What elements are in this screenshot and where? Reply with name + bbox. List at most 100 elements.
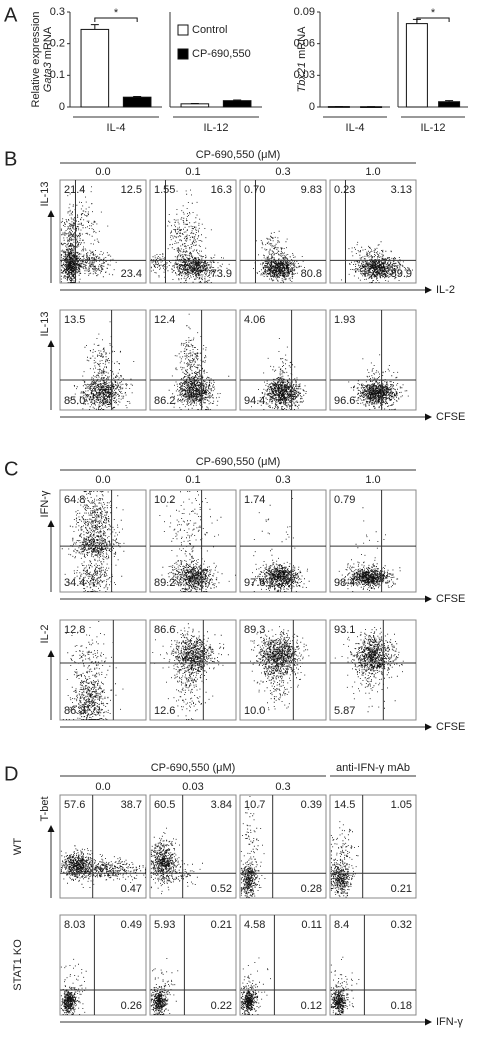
quadrant-percent: 98.4 [334,577,355,589]
column-label: 0.0 [95,166,110,178]
x-axis-label: IL-2 [436,284,455,296]
error-bar [90,24,99,30]
quadrant-percent: 12.5 [121,184,142,196]
quadrant-percent: 8.03 [64,919,85,931]
dot-cloud [334,627,404,713]
gene-name: Gata3 [42,61,54,92]
y-tick-label: 0.3 [50,6,65,18]
x-tick-label: IL-12 [203,122,228,134]
column-label: 0.1 [185,474,200,486]
header: CP-690,550 (μM) [196,456,281,468]
legend-label: Control [192,24,227,36]
y-axis-label: IL-13 [39,311,51,336]
quadrant-percent: 0.21 [211,919,232,931]
significance-mark: * [114,7,119,19]
bar [405,23,428,108]
quadrant-percent: 3.13 [391,184,412,196]
dot-cloud [240,796,266,898]
quadrant-percent: 0.12 [301,1000,322,1012]
quadrant-percent: 89.3 [244,624,265,636]
x-tick-label: IL-12 [420,122,445,134]
x-axis-label: CFSE [436,593,465,605]
y-axis-label: IFN-γ [39,490,51,517]
quadrant-percent: 5.93 [154,919,175,931]
quadrant-percent: 57.6 [64,799,85,811]
quadrant-percent: 5.87 [334,705,355,717]
dot-cloud [152,623,229,720]
quadrant-percent: 4.06 [244,314,265,326]
gene-name: Tbx21 [296,62,308,93]
quadrant-percent: 14.5 [334,799,355,811]
quadrant-percent: 21.4 [64,184,85,196]
dot-cloud [251,498,310,592]
dot-cloud [168,313,230,410]
dot-cloud [150,958,179,1015]
plot-frame [149,914,237,1016]
significance-bracket [416,17,450,22]
panel-letter: D [4,763,18,785]
x-tick-label: IL-4 [107,122,126,134]
arrow-head [47,825,55,832]
header: CP-690,550 (μM) [196,149,281,161]
arrow-head [425,1018,432,1026]
quadrant-percent: 60.5 [154,799,175,811]
error-bar [233,99,242,101]
quadrant-percent: 85.0 [64,395,85,407]
x-tick-label: IL-4 [346,122,365,134]
y-tick-label: 0.2 [50,38,65,50]
dot-cloud [330,956,360,1015]
quadrant-percent: 1.74 [244,494,265,506]
error-bar [133,96,142,98]
plot-frame [239,179,327,284]
dot-cloud [253,230,305,283]
quadrant-percent: 0.11 [301,919,322,931]
legend-label: CP-690,550 [192,48,251,60]
y-tick-label: 0 [59,101,65,113]
quadrant-percent: 10.0 [244,705,265,717]
dot-cloud [250,626,310,711]
header: CP-690,550 (μM) [151,762,236,774]
panel-letter: A [4,4,18,26]
quadrant-percent: 93.1 [334,624,355,636]
bar [438,101,461,108]
quadrant-percent: 3.84 [211,799,232,811]
dot-cloud [348,354,409,410]
quadrant-percent: 38.7 [121,799,142,811]
dot-cloud [338,507,401,592]
quadrant-percent: 1.05 [391,799,412,811]
y-tick-label: 0.1 [50,69,65,81]
dot-cloud [60,186,117,283]
legend-swatch [177,24,189,36]
dot-cloud [330,821,359,898]
column-label: 1.0 [365,166,380,178]
quadrant-percent: 0.22 [211,1000,232,1012]
column-label: 0.0 [95,474,110,486]
y-axis-label: Gata3 mRNA [42,26,54,92]
y-tick-label: 0 [309,101,315,113]
quadrant-percent: 86.2 [154,395,175,407]
quadrant-percent: 0.23 [334,184,355,196]
quadrant-percent: 0.47 [121,883,142,895]
column-label: 0.1 [185,166,200,178]
quadrant-percent: 12.4 [154,314,175,326]
quadrant-percent: 16.3 [211,184,232,196]
quadrant-percent: 96.6 [334,395,355,407]
dot-cloud [251,338,307,410]
quadrant-percent: 86.6 [154,624,175,636]
error-bar [445,100,454,102]
x-axis-label: CFSE [436,411,465,423]
quadrant-percent: 89.2 [154,577,175,589]
y-tick-label: 0.06 [294,38,315,50]
dot-cloud [150,827,203,895]
arrow-head [47,210,55,217]
quadrant-percent: 8.4 [334,919,349,931]
arrow-head [47,520,55,527]
quadrant-percent: 0.52 [211,883,232,895]
dot-cloud [69,321,135,410]
quadrant-percent: 1.93 [334,314,355,326]
quadrant-percent: 13.5 [64,314,85,326]
x-axis-label: IFN-γ [436,1016,463,1028]
y-axis-label: Tbx21 mRNA [296,26,308,93]
dot-cloud [159,491,236,592]
